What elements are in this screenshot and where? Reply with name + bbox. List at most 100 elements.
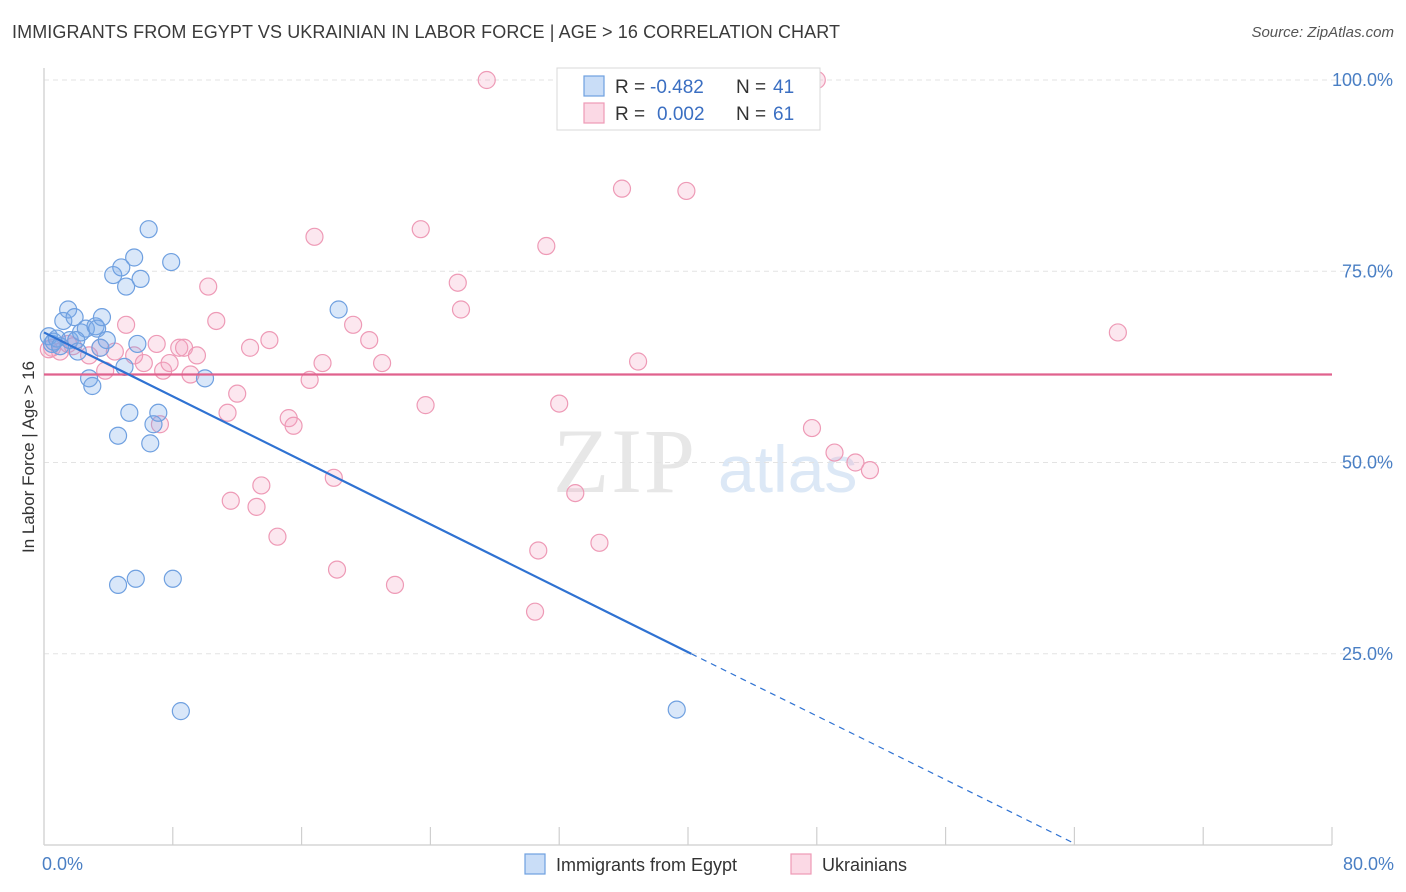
egypt-point-28 bbox=[139, 220, 158, 239]
ukrainians-point-33 bbox=[324, 468, 343, 487]
ukrainians-point-14 bbox=[170, 338, 189, 357]
ukrainians-point-22 bbox=[228, 384, 247, 403]
x-tick-label-max: 80.0% bbox=[1343, 854, 1394, 874]
ukrainians-point-38 bbox=[385, 575, 405, 595]
legend-ukr-n-value: 61 bbox=[773, 104, 794, 125]
ukrainians-point-48 bbox=[566, 484, 585, 503]
egypt-point-34 bbox=[126, 569, 145, 588]
legend-egypt-swatch bbox=[583, 75, 605, 97]
x-axis-ticks bbox=[172, 827, 1333, 845]
ukrainians-point-55 bbox=[825, 443, 844, 462]
egypt-point-27 bbox=[131, 269, 150, 288]
egypt-point-26 bbox=[128, 334, 147, 354]
trend-lines bbox=[43, 331, 1332, 845]
ukrainians-point-20 bbox=[218, 403, 237, 422]
bottom-legend-ukr-swatch bbox=[790, 853, 812, 875]
egypt-point-8 bbox=[65, 308, 84, 327]
y-tick-label-100: 100.0% bbox=[1332, 70, 1393, 90]
egypt-point-31 bbox=[149, 403, 168, 422]
ukrainians-point-31 bbox=[305, 227, 324, 246]
ukrainians-point-24 bbox=[247, 497, 266, 516]
egypt-point-35 bbox=[163, 569, 182, 588]
ukrainians-point-47 bbox=[550, 394, 569, 413]
series-legend: Immigrants from Egypt Ukrainians bbox=[524, 853, 907, 875]
gridlines bbox=[44, 79, 1392, 655]
ukrainians-point-49 bbox=[590, 533, 609, 552]
ukrainians-point-27 bbox=[268, 527, 287, 546]
legend-egypt-r-value: -0.482 bbox=[650, 77, 704, 98]
egypt-point-24 bbox=[120, 403, 139, 422]
legend-ukr-r-label: R = bbox=[615, 104, 645, 125]
ukrainians-point-57 bbox=[860, 461, 880, 480]
y-tick-label-25: 25.0% bbox=[1342, 644, 1393, 664]
egypt-point-20 bbox=[108, 426, 128, 445]
ukrainians-point-56 bbox=[846, 453, 865, 472]
egypt-point-13 bbox=[83, 376, 102, 396]
egypt-trend-line bbox=[43, 331, 692, 655]
ukrainians-point-34 bbox=[327, 560, 347, 579]
ukrainians-point-25 bbox=[252, 476, 271, 495]
x-tick-label-min: 0.0% bbox=[42, 854, 83, 874]
egypt-trend-extension bbox=[690, 653, 1075, 845]
egypt-point-5 bbox=[54, 311, 73, 331]
y-axis-title: In Labor Force | Age > 16 bbox=[19, 361, 38, 553]
legend-ukr-swatch bbox=[583, 102, 605, 124]
ukrainians-point-39 bbox=[411, 220, 430, 239]
ukrainians-point-52 bbox=[677, 181, 696, 201]
y-tick-labels: 25.0% 50.0% 75.0% 100.0% bbox=[1332, 70, 1393, 664]
legend-ukr-n-label: N = bbox=[736, 104, 766, 125]
ukrainians-point-50 bbox=[612, 179, 632, 198]
egypt-points bbox=[39, 220, 686, 721]
bottom-legend-egypt-label: Immigrants from Egypt bbox=[556, 855, 737, 875]
ukrainians-point-35 bbox=[344, 315, 363, 334]
ukrainians-point-21 bbox=[221, 491, 240, 510]
watermark-zip: ZIP bbox=[553, 410, 697, 512]
chart-title: IMMIGRANTS FROM EGYPT VS UKRAINIAN IN LA… bbox=[12, 22, 841, 42]
ukrainians-point-42 bbox=[451, 300, 471, 319]
ukrainians-point-9 bbox=[134, 353, 153, 373]
source-credit: Source: ZipAtlas.com bbox=[1251, 24, 1394, 41]
ukrainians-point-58 bbox=[1108, 323, 1127, 342]
stats-legend: R = -0.482 N = 41 R = 0.002 N = 61 bbox=[556, 67, 821, 131]
watermark-atlas: atlas bbox=[718, 432, 857, 506]
egypt-point-23 bbox=[117, 277, 136, 296]
ukrainians-point-36 bbox=[360, 331, 379, 350]
ukrainians-point-23 bbox=[240, 338, 260, 357]
ukrainians-point-32 bbox=[313, 353, 332, 373]
stats-legend-frame bbox=[556, 67, 821, 131]
ukrainians-points bbox=[39, 70, 1127, 621]
ukrainians-point-40 bbox=[416, 396, 435, 415]
legend-egypt-r-label: R = bbox=[615, 77, 645, 98]
egypt-point-32 bbox=[162, 252, 181, 272]
ukrainians-point-41 bbox=[448, 273, 467, 292]
bottom-legend-egypt-swatch bbox=[524, 853, 546, 875]
ukrainians-point-7 bbox=[117, 315, 136, 334]
bottom-legend-ukr-label: Ukrainians bbox=[822, 855, 907, 875]
y-tick-label-50: 50.0% bbox=[1342, 453, 1393, 473]
egypt-point-29 bbox=[141, 434, 160, 453]
ukrainians-point-26 bbox=[260, 331, 279, 350]
ukrainians-point-10 bbox=[147, 334, 166, 354]
ukrainians-point-19 bbox=[207, 311, 226, 331]
ukrainians-point-44 bbox=[525, 602, 545, 621]
egypt-point-21 bbox=[112, 258, 131, 277]
ukrainians-point-43 bbox=[477, 70, 496, 90]
egypt-point-30 bbox=[144, 415, 163, 434]
legend-egypt-n-value: 41 bbox=[773, 77, 794, 98]
egypt-point-38 bbox=[329, 300, 348, 319]
legend-ukr-r-value: 0.002 bbox=[657, 104, 705, 125]
egypt-point-39 bbox=[667, 700, 686, 719]
egypt-point-25 bbox=[125, 248, 144, 267]
egypt-point-37 bbox=[195, 369, 215, 388]
ukrainians-point-17 bbox=[187, 346, 207, 365]
egypt-point-33 bbox=[108, 575, 128, 595]
ukrainians-point-45 bbox=[529, 541, 548, 560]
ukrainians-point-29 bbox=[284, 416, 303, 435]
ukrainians-point-37 bbox=[373, 353, 392, 373]
ukrainians-point-51 bbox=[628, 352, 648, 371]
ukrainians-point-11 bbox=[150, 415, 170, 434]
egypt-point-36 bbox=[171, 702, 190, 721]
ukrainians-point-46 bbox=[537, 236, 556, 256]
ukrainians-point-30 bbox=[300, 370, 319, 389]
